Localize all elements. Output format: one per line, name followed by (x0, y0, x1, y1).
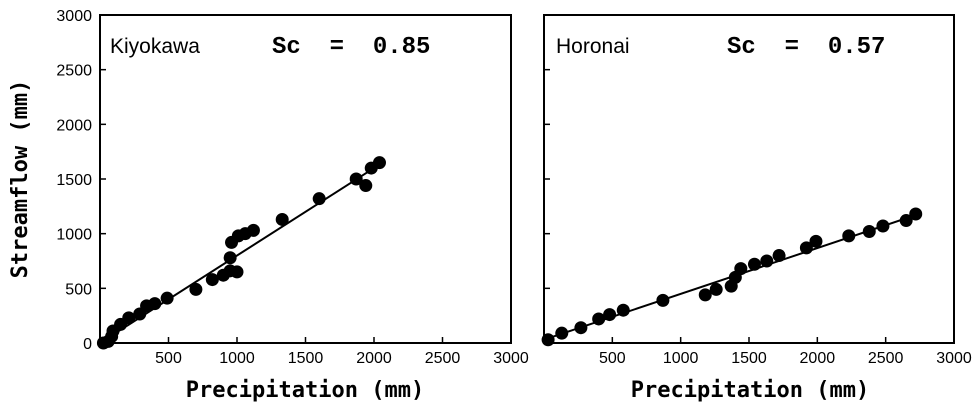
y-axis-title: Streamflow (mm) (8, 80, 33, 279)
panel-label-kiyokawa: Kiyokawa (110, 35, 200, 58)
data-point (148, 297, 162, 311)
y-tick-label: 2500 (56, 63, 92, 80)
data-point (698, 288, 712, 302)
data-point (555, 326, 569, 340)
data-point (574, 321, 588, 335)
x-tick-label: 3000 (493, 350, 529, 367)
x-tick-label: 2000 (800, 350, 836, 367)
data-point (189, 282, 203, 296)
data-point (246, 223, 260, 237)
data-points-horonai (541, 207, 923, 347)
data-point (603, 308, 617, 322)
data-point (230, 265, 244, 279)
data-point (709, 282, 723, 296)
data-point (122, 311, 136, 325)
data-point (809, 234, 823, 248)
y-tick-label: 3000 (56, 8, 92, 25)
data-point (772, 249, 786, 263)
data-point (760, 254, 774, 268)
sc-annotation-horonai: Sc = 0.57 (727, 34, 885, 61)
data-point (223, 251, 237, 265)
sc-annotation-kiyokawa: Sc = 0.85 (272, 34, 430, 61)
plot-frame-horonai (543, 14, 955, 344)
data-point (541, 333, 555, 347)
x-tick-label: 3000 (936, 350, 972, 367)
data-point (616, 303, 630, 317)
y-tick-label: 2000 (56, 117, 92, 134)
data-point (734, 262, 748, 276)
x-tick-label: 1000 (219, 350, 255, 367)
x-tick-label: 2000 (356, 350, 392, 367)
x-tick-label: 1500 (288, 350, 324, 367)
kiyokawa-panel: Kiyokawa Sc = 0.85 Precipitation (mm) St… (8, 8, 529, 403)
x-tick-label: 500 (155, 350, 182, 367)
data-point (205, 273, 219, 287)
axis-ticks-horonai: 500 1000 1500 2000 2500 3000 (544, 68, 972, 367)
x-tick-label: 1500 (731, 350, 767, 367)
y-tick-label: 500 (65, 281, 92, 298)
fit-line-kiyokawa (99, 162, 382, 344)
data-point (349, 172, 363, 186)
y-tick-label: 1000 (56, 227, 92, 244)
data-point (842, 229, 856, 243)
data-point (656, 293, 670, 307)
data-point (592, 312, 606, 326)
plot-frame-kiyokawa (99, 14, 512, 344)
data-point (359, 179, 373, 193)
data-points-kiyokawa (96, 156, 386, 350)
horonai-panel: Horonai Sc = 0.57 Precipitation (mm) 500… (541, 14, 972, 403)
x-tick-label: 2500 (868, 350, 904, 367)
y-tick-label: 0 (83, 336, 92, 353)
axis-ticks-kiyokawa: 500 1000 1500 2000 2500 3000 0 500 1000 1500 2000 2… (56, 8, 528, 367)
data-point (312, 192, 326, 206)
y-tick-label: 1500 (56, 172, 92, 189)
data-point (876, 219, 890, 233)
x-axis-title-horonai: Precipitation (mm) (631, 378, 869, 403)
x-axis-title-kiyokawa: Precipitation (mm) (186, 378, 424, 403)
data-point (799, 241, 813, 255)
data-point (909, 207, 923, 221)
data-point (160, 291, 174, 305)
data-point (275, 212, 289, 226)
data-point (899, 214, 913, 228)
x-tick-label: 1000 (663, 350, 699, 367)
data-point (862, 224, 876, 238)
panel-label-horonai: Horonai (556, 35, 630, 58)
data-point (747, 257, 761, 271)
x-tick-label: 2500 (425, 350, 461, 367)
data-point (372, 156, 386, 170)
x-tick-label: 500 (599, 350, 626, 367)
